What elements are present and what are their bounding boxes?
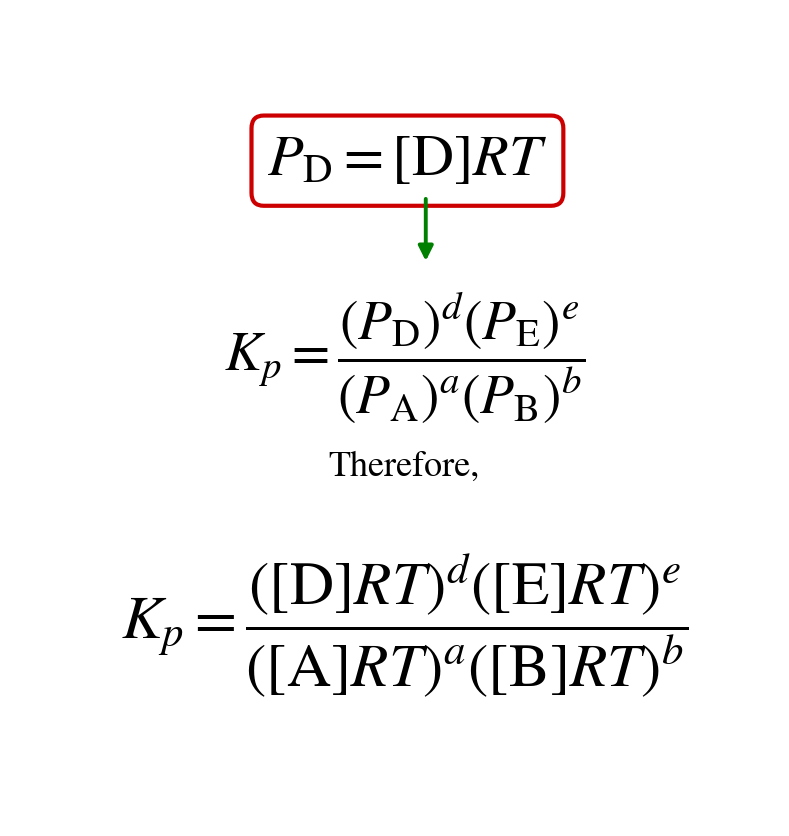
FancyBboxPatch shape (252, 116, 563, 206)
Text: $\mathit{P}_{\mathrm{D}} = [\mathrm{D}]\mathit{RT}$: $\mathit{P}_{\mathrm{D}} = [\mathrm{D}]\… (267, 135, 548, 188)
Text: $K_{p} = \dfrac{(P_{\mathrm{D}})^{d}(P_{\mathrm{E}})^{e}}{(P_{\mathrm{A}})^{a}(P: $K_{p} = \dfrac{(P_{\mathrm{D}})^{d}(P_{… (223, 290, 585, 426)
Text: Therefore,: Therefore, (329, 451, 480, 484)
Text: $K_{p} = \dfrac{([\mathrm{D}]RT)^{d}([\mathrm{E}]RT)^{e}}{([\mathrm{A}]RT)^{a}([: $K_{p} = \dfrac{([\mathrm{D}]RT)^{d}([\m… (121, 551, 688, 699)
